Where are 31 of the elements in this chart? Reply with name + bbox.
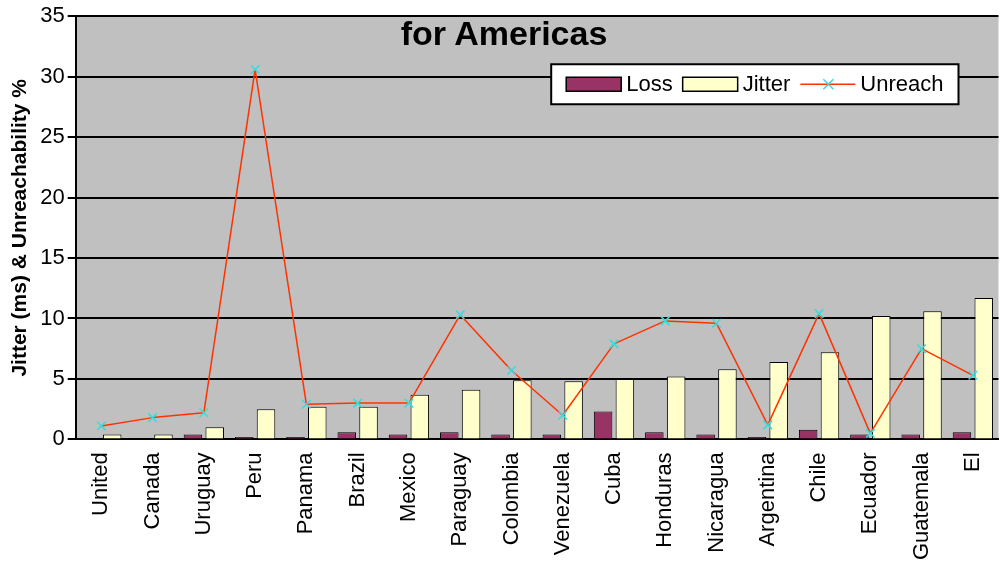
y-tick-label: 10 [40,304,65,330]
x-tick-label: Cuba [600,451,626,505]
y-tick-label: 20 [40,183,65,209]
x-tick-label: Canada [138,451,164,530]
x-tick-label: Paraguay [446,452,472,547]
x-tick-label: United [87,452,113,516]
x-tick-label: Colombia [497,451,523,546]
y-tick-label: 30 [40,62,65,88]
x-tick-label: Peru [241,452,267,499]
chart-title: for Americas [400,14,608,53]
y-tick-label: 5 [52,364,65,390]
legend-label: Unreach [860,71,944,97]
x-tick-label: Honduras [651,452,677,548]
x-tick-label: Ecuador [856,452,882,535]
x-tick-label: Panama [292,451,318,535]
y-tick-label: 25 [40,123,65,149]
x-tick-label: El [958,452,984,472]
x-tick-label: Venezuela [548,451,574,556]
x-tick-label: Brazil [343,452,369,508]
y-axis-title: Jitter (ms) & Unreachability % [7,78,31,377]
legend-label: Jitter [742,71,791,97]
x-tick-label: Chile [805,452,831,503]
y-tick-label: 35 [40,2,65,28]
x-tick-label: Uruguay [189,452,215,536]
x-tick-label: Argentina [753,451,779,547]
y-tick-label: 0 [52,425,65,451]
y-tick-label: 15 [40,244,65,270]
legend-label: Loss [626,71,673,97]
x-tick-label: Mexico [394,452,420,523]
x-tick-label: Nicaragua [702,451,728,553]
x-tick-label: Guatemala [907,451,933,561]
